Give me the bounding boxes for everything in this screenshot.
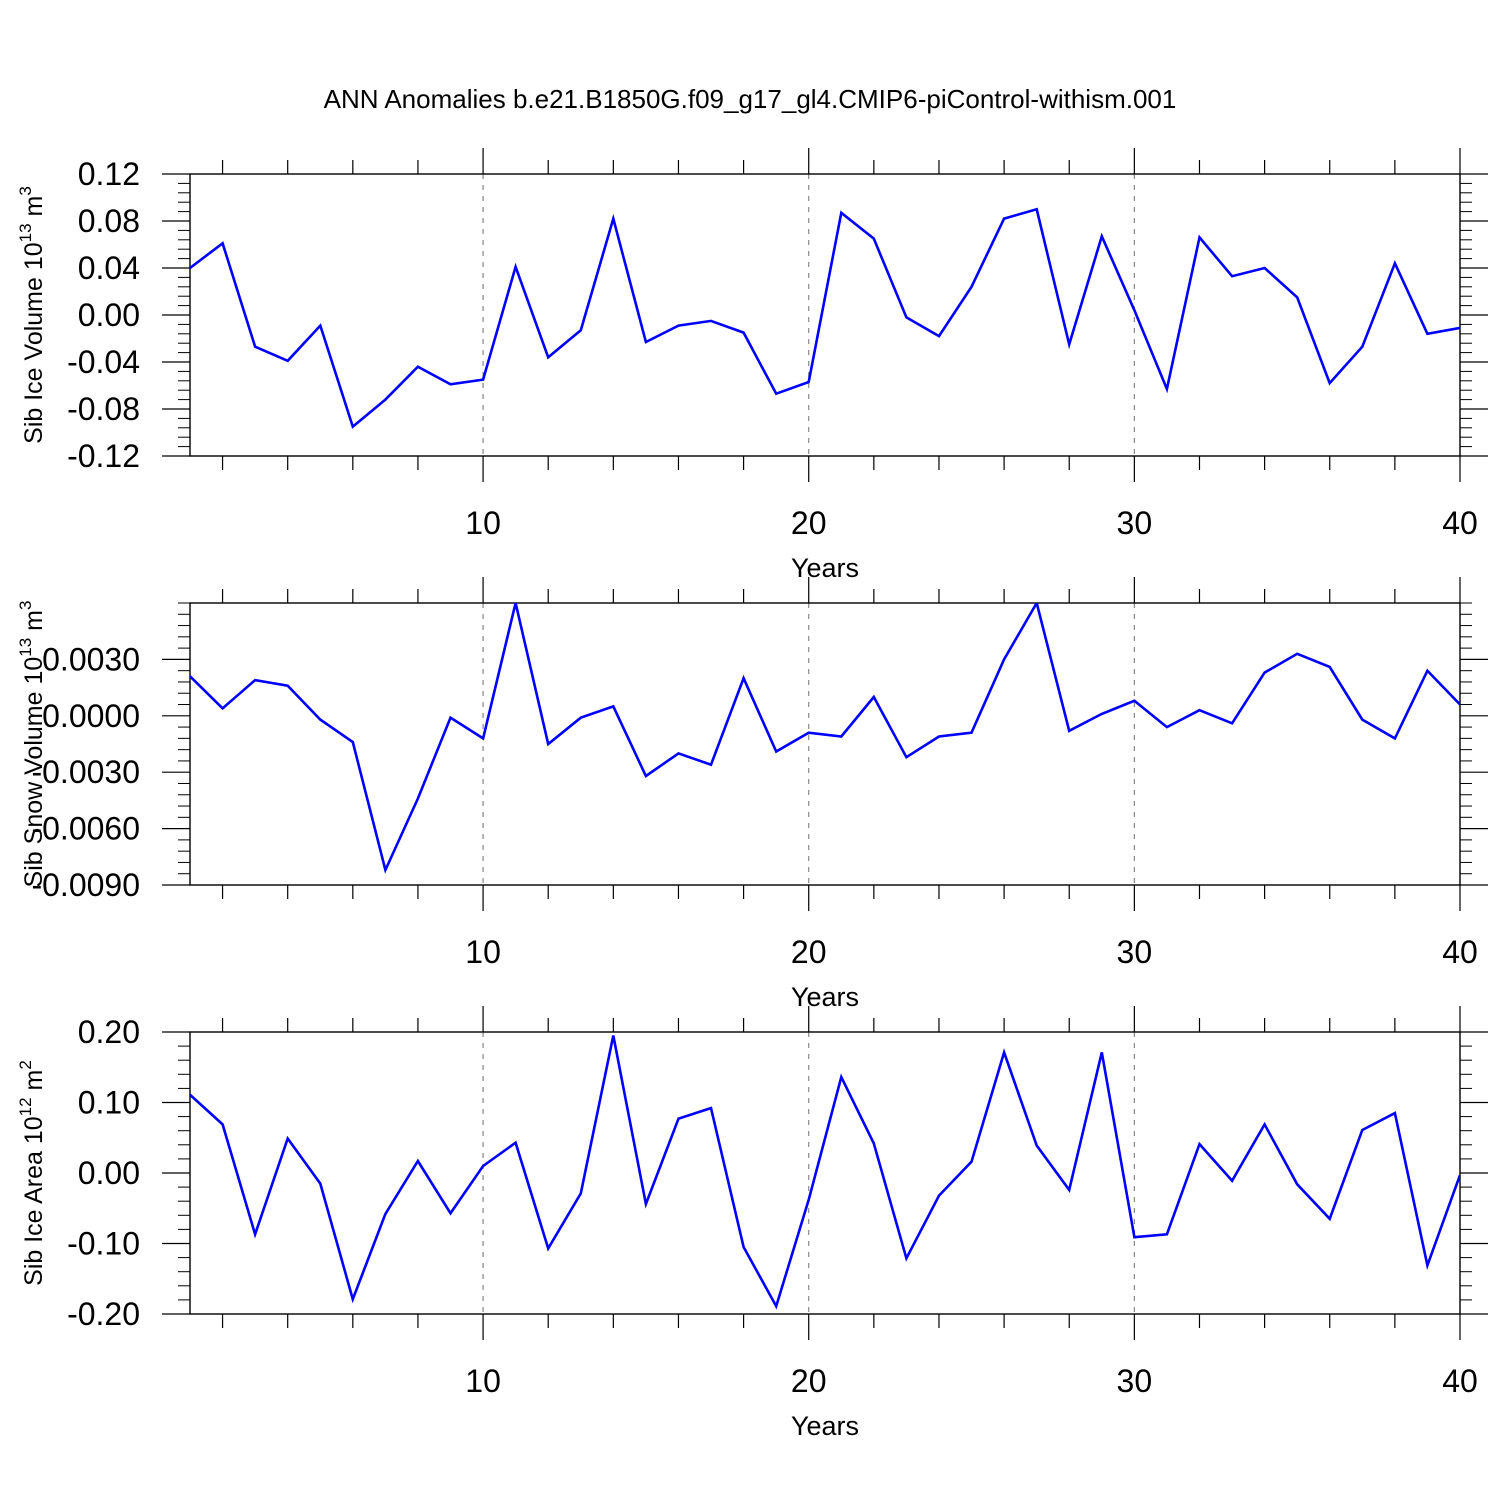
y-tick-label: 0.00 [78, 297, 140, 333]
x-tick-label: 40 [1442, 1363, 1478, 1399]
y-tick-label: 0.08 [78, 203, 140, 239]
y-tick-label: -0.0030 [31, 754, 140, 790]
y-tick-label: -0.08 [67, 391, 140, 427]
x-axis-title: Years [791, 982, 859, 1012]
y-tick-label: -0.04 [67, 344, 140, 380]
y-tick-label: -0.12 [67, 438, 140, 474]
x-tick-label: 30 [1117, 505, 1153, 541]
chart-title: ANN Anomalies b.e21.B1850G.f09_g17_gl4.C… [323, 84, 1177, 114]
x-tick-label: 10 [465, 1363, 501, 1399]
x-tick-label: 30 [1117, 1363, 1153, 1399]
x-axis-title: Years [791, 553, 859, 583]
series-line [190, 603, 1460, 874]
y-tick-label: 0.0000 [42, 698, 140, 734]
plot-frame [189, 602, 1461, 886]
plot-frame [189, 1031, 1461, 1315]
x-tick-label: 20 [791, 505, 827, 541]
x-tick-label: 20 [791, 1363, 827, 1399]
y-tick-label: 0.12 [78, 156, 140, 192]
series-line [190, 207, 1460, 429]
panel-2: 10 20 30 40 -0.0090 -0.0060 -0.0030 0.0000 0.003… [16, 577, 1488, 1012]
x-tick-label: 30 [1117, 934, 1153, 970]
y-tick-label: -0.20 [67, 1296, 140, 1332]
x-tick-label: 20 [791, 934, 827, 970]
y-tick-label: 0.10 [78, 1085, 140, 1121]
y-tick-label: -0.10 [67, 1226, 140, 1262]
y-tick-label: -0.0060 [31, 811, 140, 847]
panel-3: 10 20 30 40 -0.20 -0.10 0.00 0.10 0.20 Years Sib I… [16, 1006, 1488, 1441]
series-line [190, 1035, 1460, 1310]
y-axis-title: Sib Ice Area 1012 m2 [16, 1060, 48, 1286]
y-tick-label: 0.0030 [42, 641, 140, 677]
x-axis-title: Years [791, 1411, 859, 1441]
y-tick-label: 0.20 [78, 1014, 140, 1050]
x-tick-label: 40 [1442, 505, 1478, 541]
x-tick-label: 10 [465, 934, 501, 970]
y-tick-label: -0.0090 [31, 867, 140, 903]
x-tick-label: 10 [465, 505, 501, 541]
panel-1: 10 20 30 40 -0.12 -0.08 -0.04 0.00 0.04 0.08 0.12 Y… [16, 148, 1488, 583]
y-axis-title: Sib Ice Volume 1013 m3 [16, 186, 48, 444]
y-tick-label: 0.04 [78, 250, 140, 286]
plot-frame [189, 173, 1461, 457]
x-tick-label: 40 [1442, 934, 1478, 970]
y-axis-title: Sib Snow Volume 1013 m3 [16, 601, 48, 888]
y-tick-label: 0.00 [78, 1155, 140, 1191]
